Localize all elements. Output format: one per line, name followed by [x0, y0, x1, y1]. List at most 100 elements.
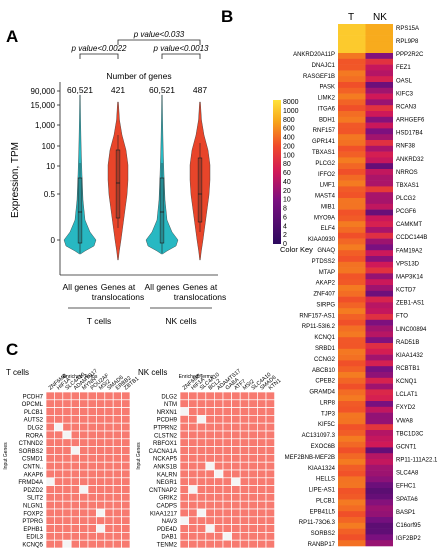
enrichment-cell	[87, 407, 97, 416]
heatmap-row-label-right: CAMKMT	[396, 222, 422, 228]
enrichment-cell	[222, 485, 232, 494]
enrichment-cell	[54, 485, 64, 494]
heatmap-cell-t	[338, 522, 366, 529]
heatmap-cell-t	[338, 354, 366, 361]
enrichment-cell	[96, 508, 106, 518]
enrichment-cell	[96, 430, 106, 440]
heatmap-cell-nk	[365, 145, 393, 152]
heatmap-row-label-left: ELF4	[321, 226, 336, 232]
enrichment-cell	[45, 399, 55, 408]
enrichment-cell	[231, 446, 241, 455]
enrichment-cell	[112, 430, 122, 440]
enrichment-cell	[265, 415, 275, 424]
enrichment-cell	[196, 446, 207, 455]
enrichment-cell	[179, 532, 189, 541]
enrichment-cell	[79, 461, 89, 471]
enrichment-cell	[239, 469, 250, 479]
enrichment-cell	[45, 493, 55, 502]
enrichment-cell	[79, 500, 89, 510]
enrichment-cell	[214, 516, 224, 525]
enrichment-cell	[112, 493, 122, 502]
heatmap-cell-nk	[365, 325, 393, 332]
enrichment-cell	[265, 438, 275, 447]
enrichment-cell	[96, 407, 106, 416]
enrichment-cell	[96, 391, 106, 401]
enrichment-cell	[112, 415, 122, 424]
panel-letter-c: C	[6, 340, 18, 359]
enrichment-cell	[62, 407, 72, 416]
enrichment-cell	[179, 399, 189, 408]
enrichment-cell	[188, 454, 198, 463]
enrichment-cell	[70, 493, 80, 502]
violin-box	[115, 149, 121, 219]
enrichment-cell	[79, 415, 89, 424]
enrichment-cell	[87, 524, 97, 533]
heatmap-row-label-left: AKAP2	[316, 281, 336, 287]
heatmap-cell-t	[338, 29, 366, 36]
p-value-label: p value<0.033	[133, 30, 185, 39]
enrichment-cell	[248, 415, 258, 424]
input-gene-label: DAB1	[161, 535, 177, 541]
enrichment-cell	[205, 508, 215, 518]
enrichment-cell	[196, 493, 207, 502]
heatmap-row-label-left: PASK	[319, 85, 335, 91]
enrichment-cell	[248, 391, 258, 401]
enrichment-cell	[70, 422, 80, 432]
enrichment-cell	[179, 407, 189, 416]
heatmap-cell-t	[338, 319, 366, 326]
input-gene-label: RBFOX1	[153, 441, 178, 447]
enrichment-cell	[112, 422, 122, 432]
input-gene-label: CSMD1	[22, 457, 44, 463]
enrichment-cell	[70, 454, 80, 463]
enrichment-cell	[112, 438, 122, 447]
enrichment-cell	[231, 461, 241, 471]
color-key-tick: 4	[283, 223, 287, 230]
enrichment-cell	[96, 422, 106, 432]
enrichment-cell	[265, 391, 275, 401]
heatmap-cell-nk	[365, 122, 393, 129]
enrichment-cell	[257, 454, 267, 463]
enrichment-cell	[54, 461, 64, 471]
x-category-label: Genes at translocations	[174, 282, 226, 302]
enrichment-cell	[188, 446, 198, 455]
enrichment-cell	[222, 524, 232, 533]
heatmap-cell-t	[338, 70, 366, 77]
heatmap-cell-t	[338, 412, 366, 419]
enrichment-cell	[205, 430, 215, 440]
heatmap-cell-nk	[365, 53, 393, 60]
color-key-tick: 2	[283, 232, 287, 239]
enrichment-cell	[265, 461, 275, 471]
heatmap-cell-nk	[365, 198, 393, 205]
input-gene-label: CACNA1A	[149, 449, 177, 455]
heatmap-cell-t	[338, 76, 366, 83]
enrichment-cell	[265, 407, 275, 416]
y-tick-label: 100	[42, 142, 56, 151]
heatmap-cell-nk	[365, 58, 393, 65]
enrichment-cell	[231, 430, 241, 440]
enrichment-cell	[188, 477, 198, 486]
enrichment-cell	[196, 461, 207, 471]
enrichment-cell	[179, 461, 189, 471]
heatmap-row-label-right: RAD51B	[396, 340, 419, 346]
color-key-tick: 10	[283, 197, 291, 204]
input-gene-label: NRXN1	[157, 410, 178, 416]
enrichment-cell	[257, 407, 267, 416]
heatmap-cell-nk	[365, 35, 393, 42]
input-gene-label: EPHB1	[23, 527, 43, 533]
enrichment-cell	[222, 430, 232, 440]
heatmap-row-label-left: GPR141	[312, 139, 336, 145]
enrichment-cell	[188, 539, 198, 549]
enrichment-cell	[248, 446, 258, 455]
heatmap-cell-nk	[365, 232, 393, 239]
heatmap-cell-t	[338, 366, 366, 373]
enrichment-cell	[96, 516, 106, 525]
heatmap-cell-t	[338, 192, 366, 199]
color-key-tick: 100	[283, 152, 295, 159]
heatmap-cell-t	[338, 227, 366, 234]
heatmap-cell-t	[338, 343, 366, 350]
enrichment-cell	[196, 500, 207, 510]
heatmap-cell-nk	[365, 331, 393, 338]
input-gene-label: TENM2	[157, 543, 178, 549]
enrichment-cell	[70, 407, 80, 416]
heatmap-cell-t	[338, 273, 366, 280]
